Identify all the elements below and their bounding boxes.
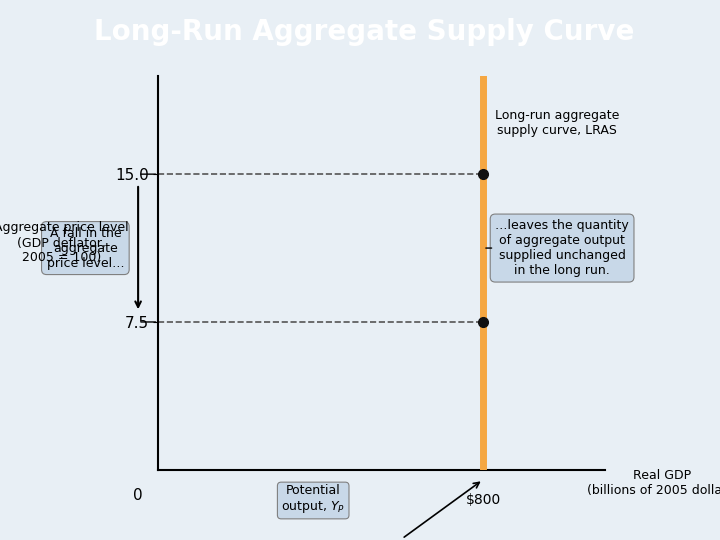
Text: Long-Run Aggregate Supply Curve: Long-Run Aggregate Supply Curve: [94, 18, 634, 46]
Text: 0: 0: [133, 488, 143, 503]
Text: A fall in the
aggregate
price level…: A fall in the aggregate price level…: [47, 227, 124, 269]
Text: Aggregate price level
(GDP deflator,
2005 = 100): Aggregate price level (GDP deflator, 200…: [0, 221, 128, 265]
Text: Potential
output, $Y_P$: Potential output, $Y_P$: [282, 484, 345, 515]
Text: Long-run aggregate
supply curve, LRAS: Long-run aggregate supply curve, LRAS: [495, 109, 620, 137]
Text: …leaves the quantity
of aggregate output
supplied unchanged
in the long run.: …leaves the quantity of aggregate output…: [495, 219, 629, 277]
Text: $800: $800: [465, 494, 500, 508]
Text: Real GDP
(billions of 2005 dollars): Real GDP (billions of 2005 dollars): [587, 469, 720, 497]
